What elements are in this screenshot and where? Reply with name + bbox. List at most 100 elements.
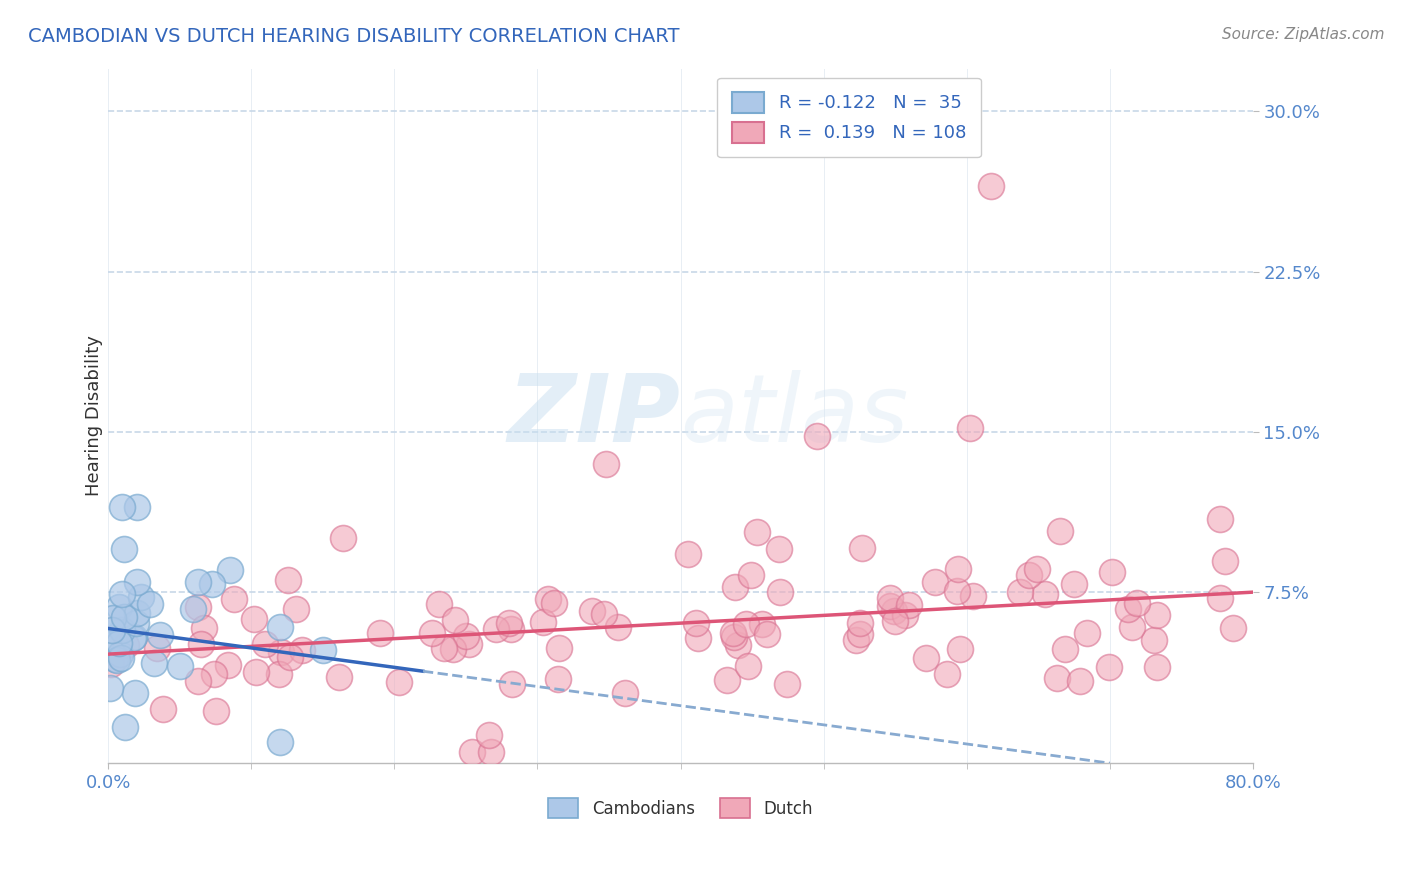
Point — [149, 628, 172, 642]
Text: atlas: atlas — [681, 370, 908, 461]
Point — [122, 630, 145, 644]
Point — [1098, 659, 1121, 673]
Text: Source: ZipAtlas.com: Source: ZipAtlas.com — [1222, 27, 1385, 42]
Point — [485, 622, 508, 636]
Point — [721, 626, 744, 640]
Point — [427, 597, 450, 611]
Point — [849, 627, 872, 641]
Point — [776, 677, 799, 691]
Point — [187, 600, 209, 615]
Point — [547, 672, 569, 686]
Point — [1116, 602, 1139, 616]
Point — [499, 622, 522, 636]
Point — [676, 547, 699, 561]
Point — [883, 604, 905, 618]
Point — [103, 631, 125, 645]
Point — [205, 704, 228, 718]
Point — [479, 746, 502, 760]
Point — [1076, 626, 1098, 640]
Point — [614, 686, 637, 700]
Point — [851, 541, 873, 555]
Point — [949, 642, 972, 657]
Point — [284, 601, 307, 615]
Point — [420, 626, 443, 640]
Point — [187, 574, 209, 589]
Point — [1049, 524, 1071, 539]
Point — [531, 615, 554, 630]
Point — [501, 677, 523, 691]
Point — [581, 604, 603, 618]
Point — [461, 746, 484, 760]
Point — [959, 420, 981, 434]
Point — [218, 563, 240, 577]
Point — [1121, 620, 1143, 634]
Point — [269, 620, 291, 634]
Point — [433, 640, 456, 655]
Point — [104, 652, 127, 666]
Point — [441, 641, 464, 656]
Point — [915, 651, 938, 665]
Point — [894, 607, 917, 622]
Point — [1063, 576, 1085, 591]
Point — [443, 613, 465, 627]
Point — [277, 573, 299, 587]
Point — [806, 429, 828, 443]
Point — [267, 666, 290, 681]
Y-axis label: Hearing Disability: Hearing Disability — [86, 335, 103, 496]
Point — [110, 651, 132, 665]
Point — [193, 622, 215, 636]
Point — [114, 542, 136, 557]
Point — [101, 623, 124, 637]
Point — [125, 615, 148, 630]
Point — [723, 630, 745, 644]
Point — [924, 575, 946, 590]
Point — [270, 644, 292, 658]
Point — [105, 653, 128, 667]
Point — [898, 598, 921, 612]
Point — [290, 642, 312, 657]
Point — [768, 541, 790, 556]
Point — [724, 580, 747, 594]
Point — [962, 589, 984, 603]
Point — [848, 615, 870, 630]
Point — [125, 574, 148, 589]
Point — [200, 577, 222, 591]
Point — [370, 626, 392, 640]
Point — [879, 599, 901, 613]
Point — [935, 666, 957, 681]
Point — [139, 597, 162, 611]
Point — [108, 647, 131, 661]
Point — [217, 657, 239, 672]
Point — [745, 524, 768, 539]
Point — [755, 626, 778, 640]
Point — [1035, 587, 1057, 601]
Point — [108, 599, 131, 614]
Point — [169, 658, 191, 673]
Point — [242, 611, 264, 625]
Point — [946, 584, 969, 599]
Point — [114, 720, 136, 734]
Point — [253, 637, 276, 651]
Point — [592, 607, 614, 622]
Point — [108, 636, 131, 650]
Point — [388, 674, 411, 689]
Point — [1018, 568, 1040, 582]
Point — [111, 624, 134, 638]
Point — [101, 610, 124, 624]
Point — [1143, 633, 1166, 648]
Point — [312, 642, 335, 657]
Point — [278, 650, 301, 665]
Point — [1209, 591, 1232, 606]
Point — [143, 656, 166, 670]
Point — [98, 681, 121, 695]
Point — [1069, 674, 1091, 689]
Text: ZIP: ZIP — [508, 370, 681, 462]
Point — [946, 562, 969, 576]
Point — [100, 657, 122, 672]
Point — [606, 619, 628, 633]
Point — [1215, 554, 1237, 568]
Point — [457, 637, 479, 651]
Point — [224, 591, 246, 606]
Legend: Cambodians, Dutch: Cambodians, Dutch — [541, 792, 820, 824]
Point — [686, 632, 709, 646]
